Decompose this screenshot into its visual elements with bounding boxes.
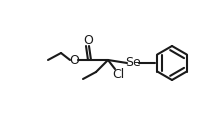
Text: Se: Se — [125, 56, 141, 70]
Text: O: O — [69, 54, 79, 66]
Text: O: O — [83, 34, 93, 46]
Text: Cl: Cl — [112, 68, 124, 82]
